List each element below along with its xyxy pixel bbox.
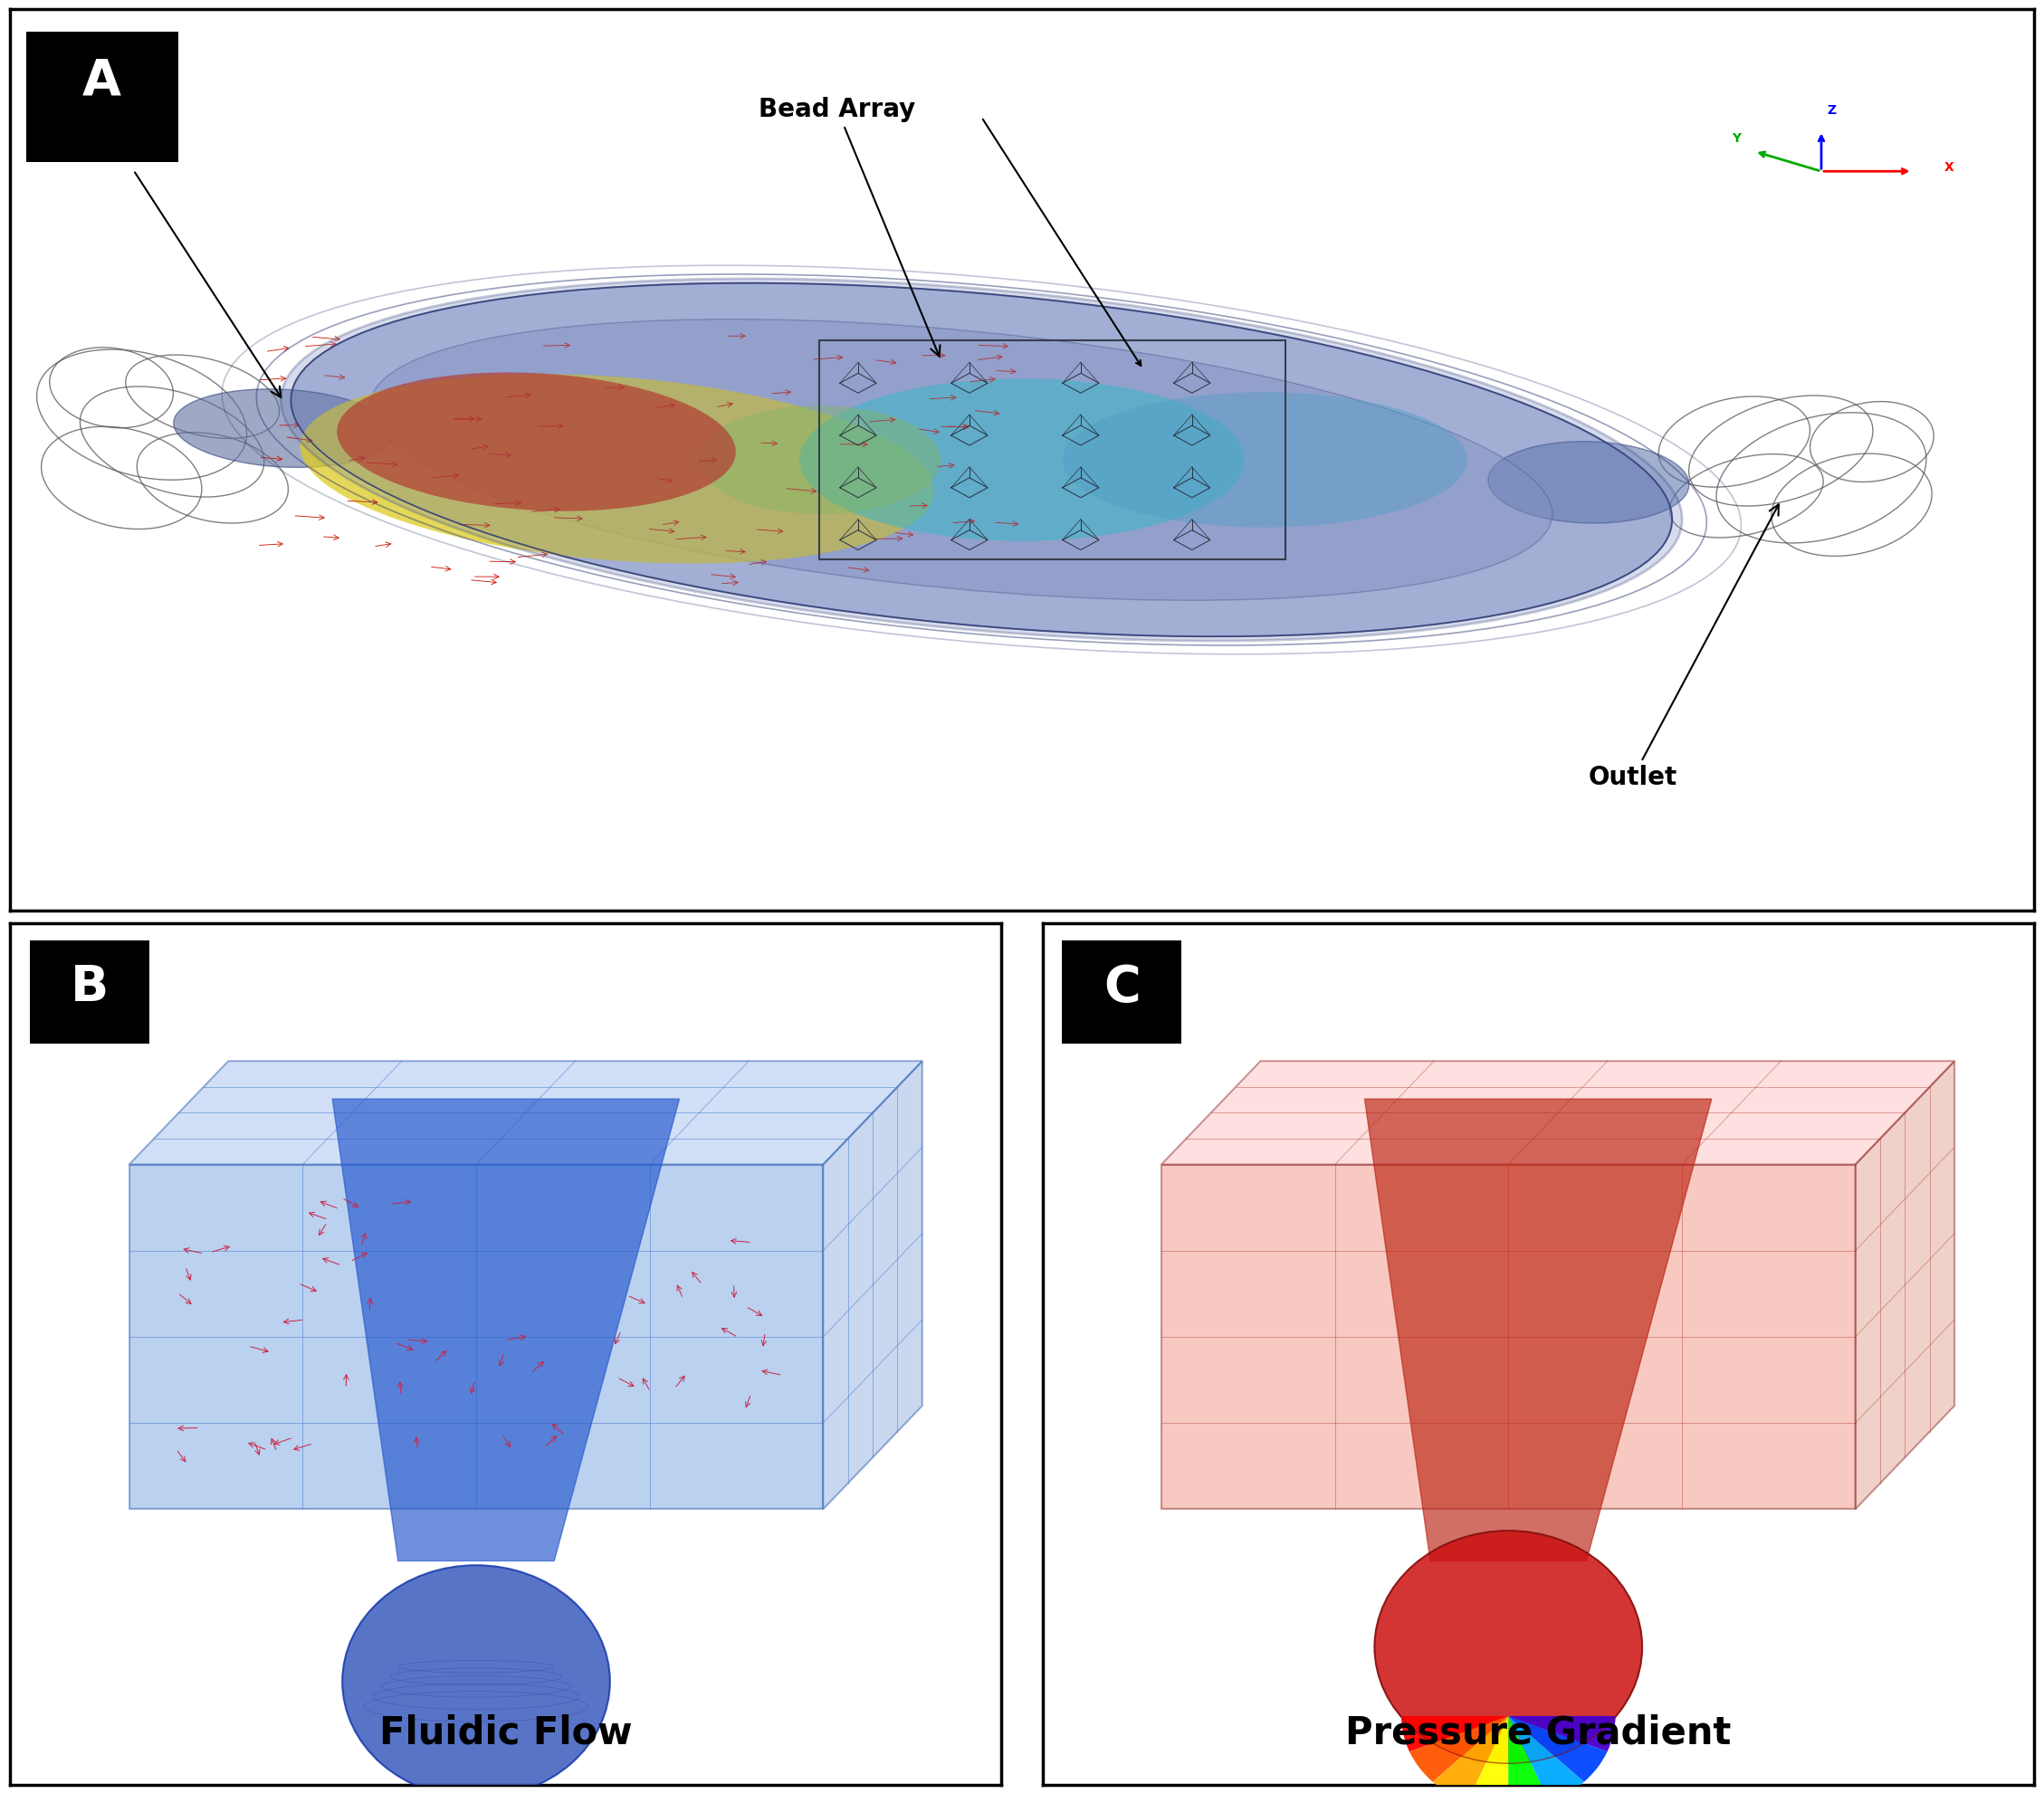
Ellipse shape (1488, 442, 1688, 523)
Polygon shape (1365, 1100, 1711, 1561)
Ellipse shape (280, 279, 1682, 640)
Circle shape (341, 1565, 609, 1798)
Polygon shape (1161, 1060, 1954, 1165)
Text: Pressure Gradient: Pressure Gradient (1345, 1715, 1731, 1753)
Wedge shape (1508, 1716, 1549, 1803)
Ellipse shape (174, 389, 392, 467)
Wedge shape (1410, 1716, 1508, 1781)
Wedge shape (1433, 1716, 1508, 1801)
Bar (31, 941, 149, 1044)
Bar (1063, 941, 1181, 1044)
Wedge shape (1468, 1716, 1508, 1803)
Text: A: A (82, 56, 121, 106)
Ellipse shape (290, 283, 1672, 636)
Ellipse shape (799, 379, 1245, 541)
Polygon shape (1161, 1165, 1856, 1509)
Ellipse shape (337, 373, 736, 510)
Wedge shape (1402, 1716, 1508, 1753)
Wedge shape (1508, 1716, 1584, 1801)
Polygon shape (824, 1060, 922, 1509)
Text: Bead Array: Bead Array (758, 97, 940, 357)
Ellipse shape (699, 406, 940, 514)
Text: B: B (69, 963, 108, 1011)
Circle shape (1374, 1531, 1641, 1763)
Text: X: X (1944, 160, 1954, 175)
Text: C: C (1104, 963, 1141, 1011)
Text: Z: Z (1827, 105, 1836, 117)
Text: Fluidic Flow: Fluidic Flow (380, 1715, 632, 1753)
Ellipse shape (370, 319, 1551, 600)
Ellipse shape (300, 373, 934, 564)
Text: Outlet: Outlet (1588, 505, 1778, 790)
Wedge shape (1508, 1716, 1615, 1753)
Polygon shape (129, 1060, 922, 1165)
Bar (820, 341, 1286, 559)
Polygon shape (1856, 1060, 1954, 1509)
Wedge shape (1508, 1716, 1607, 1781)
Polygon shape (129, 1165, 824, 1509)
Text: Y: Y (1731, 132, 1741, 146)
Bar (27, 31, 178, 162)
Ellipse shape (1063, 391, 1468, 526)
Polygon shape (333, 1100, 679, 1561)
Text: Inlet: Inlet (92, 142, 280, 397)
